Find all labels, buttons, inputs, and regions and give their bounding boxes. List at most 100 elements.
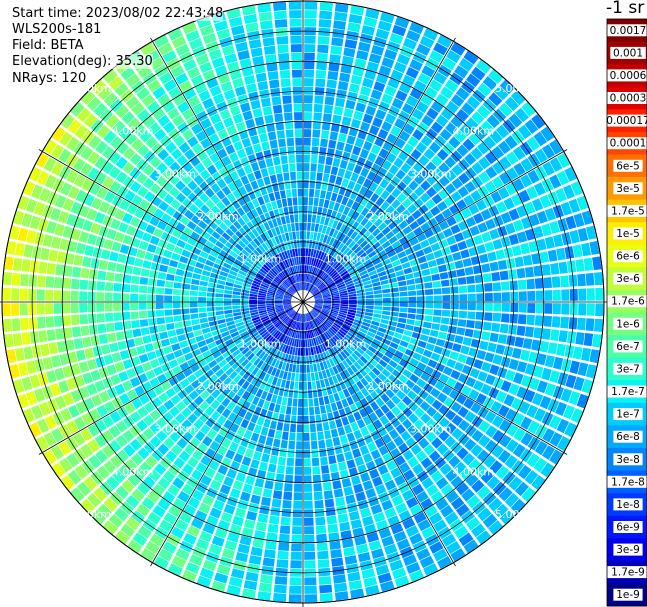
ray-bin — [201, 270, 211, 277]
ray-bin — [163, 399, 175, 411]
ray-bin — [315, 250, 320, 259]
ray-bin — [172, 114, 185, 127]
ray-bin — [278, 542, 290, 551]
ray-bin — [131, 398, 143, 410]
ray-bin — [123, 444, 136, 457]
ray-bin — [206, 302, 215, 307]
ray-bin — [476, 349, 487, 360]
ray-bin — [402, 517, 416, 530]
ray-bin — [339, 308, 348, 312]
ray-bin — [379, 178, 390, 189]
ray-bin — [536, 380, 548, 394]
ray-bin — [240, 419, 250, 429]
ray-bin — [202, 32, 217, 45]
ray-bin — [243, 260, 252, 268]
ray-bin — [273, 255, 280, 264]
ray-bin — [170, 199, 181, 210]
ray-bin — [375, 28, 390, 40]
ray-bin — [563, 405, 575, 420]
ray-bin — [254, 530, 266, 540]
ray-bin — [187, 66, 201, 79]
ray-bin — [514, 256, 524, 268]
ray-bin — [348, 291, 357, 295]
ray-bin — [241, 380, 250, 390]
ray-bin — [549, 415, 562, 430]
ray-bin — [381, 93, 394, 105]
ray-bin — [271, 200, 278, 210]
ray-bin — [375, 484, 387, 495]
ray-bin — [203, 332, 213, 340]
ray-bin — [409, 373, 420, 384]
ray-bin — [330, 347, 337, 356]
ray-bin — [325, 226, 332, 236]
ray-bin — [465, 473, 479, 487]
ray-bin — [362, 480, 374, 491]
ray-bin — [348, 302, 357, 305]
ray-bin — [319, 2, 333, 11]
ray-bin — [250, 331, 259, 339]
ray-bin — [426, 484, 439, 497]
ray-bin — [581, 347, 592, 362]
ray-bin — [558, 261, 568, 274]
ray-bin — [319, 285, 327, 291]
ray-bin — [312, 290, 320, 296]
ray-bin — [141, 361, 152, 372]
ray-bin — [320, 190, 327, 199]
ray-bin — [240, 266, 249, 274]
ray-bin — [304, 560, 316, 569]
ray-bin — [36, 153, 49, 168]
ray-bin — [445, 490, 459, 504]
ray-bin — [124, 190, 136, 202]
ray-bin — [313, 363, 318, 372]
ray-bin — [388, 374, 398, 384]
ray-bin — [311, 449, 319, 458]
ray-bin — [105, 322, 115, 333]
ray-bin — [103, 354, 114, 365]
ray-bin — [100, 249, 111, 260]
ray-bin — [353, 411, 362, 421]
ray-bin — [263, 231, 271, 240]
ray-bin — [278, 456, 286, 466]
ray-bin — [254, 64, 266, 74]
ray-bin — [275, 307, 284, 311]
ray-bin — [524, 326, 534, 338]
ray-bin — [248, 403, 257, 414]
ray-bin — [404, 247, 415, 256]
ray-bin — [297, 188, 303, 197]
ray-bin — [317, 550, 329, 560]
ray-bin — [261, 453, 270, 463]
ray-bin — [435, 114, 449, 127]
ray-bin — [360, 207, 370, 217]
ray-bin — [253, 188, 262, 198]
ray-bin — [286, 223, 292, 232]
ray-bin — [252, 486, 263, 496]
ray-bin — [413, 368, 423, 378]
azimuth-spoke — [302, 301, 456, 567]
ray-bin — [309, 407, 315, 416]
ray-bin — [54, 315, 63, 327]
ray-bin — [382, 306, 391, 311]
ray-bin — [295, 283, 299, 291]
ray-bin — [337, 242, 345, 251]
ray-bin — [445, 122, 458, 135]
ray-bin — [318, 260, 324, 269]
ray-bin — [221, 207, 231, 217]
ray-bin — [287, 197, 293, 207]
ray-bin — [411, 384, 422, 395]
ray-bin — [281, 325, 288, 333]
ray-bin — [301, 322, 303, 331]
ray-bin — [457, 406, 469, 418]
ray-bin — [498, 487, 513, 502]
ray-bin — [303, 239, 306, 248]
ray-bin — [143, 150, 156, 163]
ray-bin — [334, 240, 342, 249]
ray-bin — [342, 206, 351, 216]
ray-bin — [395, 230, 405, 240]
ray-bin — [346, 432, 356, 442]
ray-bin — [340, 327, 349, 334]
ray-bin — [287, 354, 292, 363]
ray-bin — [242, 286, 251, 291]
ray-bin — [419, 167, 431, 179]
ray-bin — [308, 398, 314, 407]
ray-bin — [434, 135, 447, 148]
